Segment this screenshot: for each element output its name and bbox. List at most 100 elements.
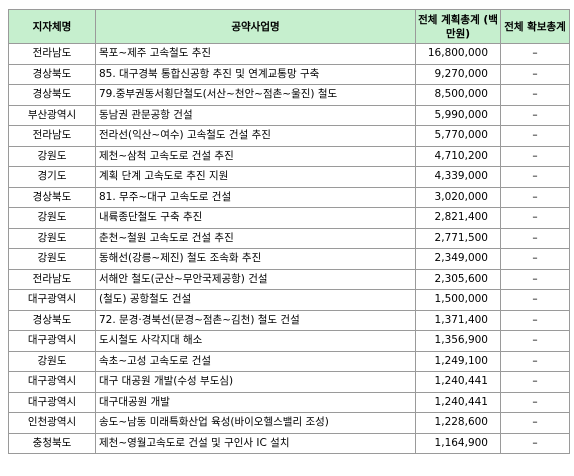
project-cell: 속초~고성 고속도로 건설 (95, 350, 416, 372)
project-cell: 제천~삼척 고속도로 건설 추진 (95, 145, 416, 167)
region-cell: 대구광역시 (8, 371, 96, 393)
region-cell: 경상북도 (8, 309, 96, 331)
table-row: 강원도 제천~삼척 고속도로 건설 추진 4,710,200– (8, 145, 570, 167)
amount-cell: 2,349,000 (415, 248, 501, 270)
amount-cell: 2,305,600 (415, 268, 501, 290)
header-total-secured: 전체 확보총계 (500, 9, 570, 44)
project-cell: 전라선(익산~여수) 고속철도 건설 추진 (95, 125, 416, 147)
amount-cell: 3,020,000 (415, 186, 501, 208)
pledge-projects-table: 지자체명 공약사업명 전체 계획총계 (백만원) 전체 확보총계 전라남도 목포~… (8, 9, 570, 454)
region-cell: 전라남도 (8, 125, 96, 147)
project-cell: 대구 대공원 개발(수성 부도심) (95, 371, 416, 393)
header-total-plan: 전체 계획총계 (백만원) (415, 9, 501, 44)
amount-cell: 1,164,900 (415, 432, 501, 454)
project-cell: (철도) 공항철도 건설 (95, 289, 416, 311)
project-cell: 계획 단계 고속도로 추진 지원 (95, 166, 416, 188)
table-row: 전라남도 전라선(익산~여수) 고속철도 건설 추진 5,770,000– (8, 125, 570, 147)
project-cell: 내륙종단철도 구축 추진 (95, 207, 416, 229)
secured-cell: – (500, 125, 570, 147)
secured-cell: – (500, 186, 570, 208)
project-cell: 제천~영월고속도로 건설 및 구인사 IC 설치 (95, 432, 416, 454)
secured-cell: – (500, 84, 570, 106)
table-row: 경상북도 79.중부권동서횡단철도(서산~천안~점촌~울진) 철도 8,500,00… (8, 84, 570, 106)
table-row: 전라남도 목포~제주 고속철도 추진 16,800,000– (8, 43, 570, 65)
amount-cell: 1,356,900 (415, 330, 501, 352)
project-cell: 72. 문경·경북선(문경~점촌~김천) 철도 건설 (95, 309, 416, 331)
amount-cell: 1,371,400 (415, 309, 501, 331)
secured-cell: – (500, 309, 570, 331)
table-row: 강원도 춘천~철원 고속도로 건설 추진 2,771,500– (8, 227, 570, 249)
amount-cell: 1,240,441 (415, 371, 501, 393)
region-cell: 강원도 (8, 207, 96, 229)
region-cell: 대구광역시 (8, 391, 96, 413)
secured-cell: – (500, 227, 570, 249)
table-row: 충청북도 제천~영월고속도로 건설 및 구인사 IC 설치 1,164,900– (8, 432, 570, 454)
amount-cell: 1,228,600 (415, 412, 501, 434)
table-row: 강원도 동해선(강릉~제진) 철도 조속화 추진 2,349,000– (8, 248, 570, 270)
region-cell: 인천광역시 (8, 412, 96, 434)
table-row: 강원도 속초~고성 고속도로 건설 1,249,100– (8, 350, 570, 372)
secured-cell: – (500, 330, 570, 352)
secured-cell: – (500, 166, 570, 188)
project-cell: 81. 무주~대구 고속도로 건설 (95, 186, 416, 208)
amount-cell: 1,249,100 (415, 350, 501, 372)
region-cell: 대구광역시 (8, 330, 96, 352)
region-cell: 부산광역시 (8, 104, 96, 126)
amount-cell: 8,500,000 (415, 84, 501, 106)
table-row: 대구광역시 대구대공원 개발 1,240,441– (8, 391, 570, 413)
region-cell: 전라남도 (8, 43, 96, 65)
table-body: 전라남도 목포~제주 고속철도 추진 16,800,000– 경상북도 85. 대구경북… (8, 43, 570, 454)
table-row: 강원도 내륙종단철도 구축 추진 2,821,400– (8, 207, 570, 229)
secured-cell: – (500, 350, 570, 372)
amount-cell: 1,500,000 (415, 289, 501, 311)
table-row: 대구광역시 도시철도 사각지대 해소 1,356,900– (8, 330, 570, 352)
project-cell: 서해안 철도(군산~무안국제공항) 건설 (95, 268, 416, 290)
project-cell: 85. 대구경북 통합신공항 추진 및 연계교통망 구축 (95, 63, 416, 85)
amount-cell: 9,270,000 (415, 63, 501, 85)
table-row: 부산광역시 동남권 관문공항 건설 5,990,000– (8, 104, 570, 126)
project-cell: 도시철도 사각지대 해소 (95, 330, 416, 352)
secured-cell: – (500, 104, 570, 126)
amount-cell: 5,770,000 (415, 125, 501, 147)
secured-cell: – (500, 289, 570, 311)
secured-cell: – (500, 371, 570, 393)
project-cell: 대구대공원 개발 (95, 391, 416, 413)
region-cell: 전라남도 (8, 268, 96, 290)
amount-cell: 16,800,000 (415, 43, 501, 65)
region-cell: 경상북도 (8, 84, 96, 106)
table-row: 경상북도 72. 문경·경북선(문경~점촌~김천) 철도 건설 1,371,400– (8, 309, 570, 331)
project-cell: 79.중부권동서횡단철도(서산~천안~점촌~울진) 철도 (95, 84, 416, 106)
amount-cell: 5,990,000 (415, 104, 501, 126)
table-row: 대구광역시 대구 대공원 개발(수성 부도심) 1,240,441– (8, 371, 570, 393)
region-cell: 강원도 (8, 248, 96, 270)
region-cell: 경상북도 (8, 63, 96, 85)
project-cell: 동해선(강릉~제진) 철도 조속화 추진 (95, 248, 416, 270)
region-cell: 대구광역시 (8, 289, 96, 311)
region-cell: 강원도 (8, 227, 96, 249)
amount-cell: 1,240,441 (415, 391, 501, 413)
secured-cell: – (500, 412, 570, 434)
secured-cell: – (500, 391, 570, 413)
secured-cell: – (500, 207, 570, 229)
amount-cell: 4,339,000 (415, 166, 501, 188)
amount-cell: 4,710,200 (415, 145, 501, 167)
region-cell: 강원도 (8, 350, 96, 372)
region-cell: 충청북도 (8, 432, 96, 454)
region-cell: 강원도 (8, 145, 96, 167)
secured-cell: – (500, 63, 570, 85)
table-row: 경상북도 85. 대구경북 통합신공항 추진 및 연계교통망 구축 9,270,00… (8, 63, 570, 85)
region-cell: 경상북도 (8, 186, 96, 208)
region-cell: 경기도 (8, 166, 96, 188)
project-cell: 송도~남동 미래특화산업 육성(바이오헬스밸리 조성) (95, 412, 416, 434)
header-project: 공약사업명 (95, 9, 416, 44)
header-region: 지자체명 (8, 9, 96, 44)
table-row: 인천광역시 송도~남동 미래특화산업 육성(바이오헬스밸리 조성) 1,228,60… (8, 412, 570, 434)
amount-cell: 2,771,500 (415, 227, 501, 249)
secured-cell: – (500, 248, 570, 270)
secured-cell: – (500, 145, 570, 167)
secured-cell: – (500, 432, 570, 454)
table-row: 경상북도 81. 무주~대구 고속도로 건설 3,020,000– (8, 186, 570, 208)
table-row: 전라남도 서해안 철도(군산~무안국제공항) 건설 2,305,600– (8, 268, 570, 290)
project-cell: 동남권 관문공항 건설 (95, 104, 416, 126)
project-cell: 춘천~철원 고속도로 건설 추진 (95, 227, 416, 249)
